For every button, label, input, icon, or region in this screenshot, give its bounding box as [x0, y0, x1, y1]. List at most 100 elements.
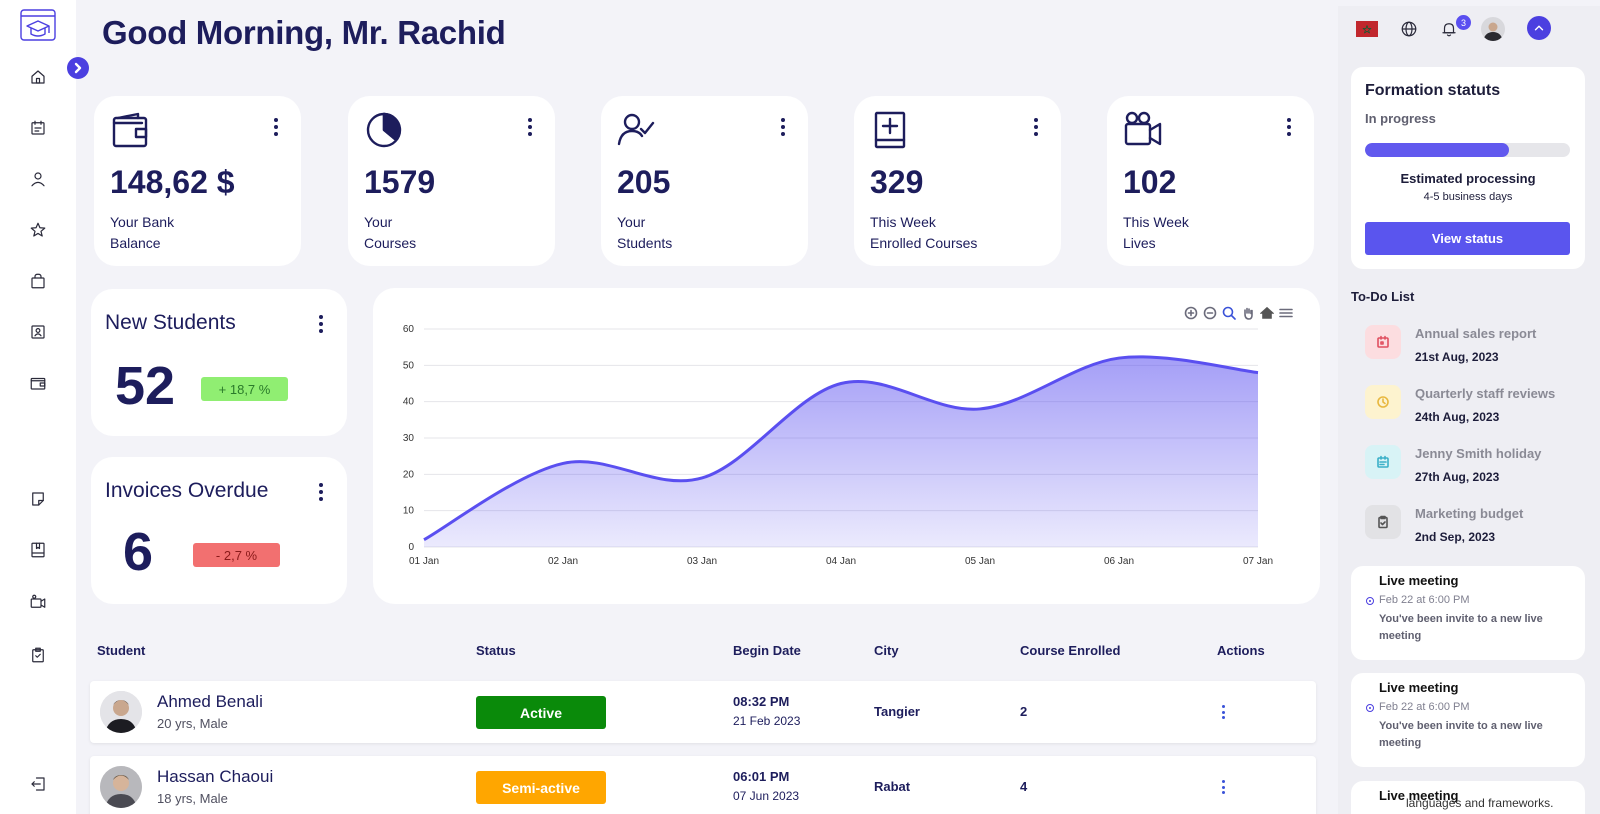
estimate-title: Estimated processing [1400, 171, 1536, 186]
more-options-button[interactable] [313, 481, 329, 503]
live-meeting-card[interactable]: Live meeting Feb 22 at 6:00 PM You've be… [1351, 673, 1585, 767]
todo-item-date: 27th Aug, 2023 [1415, 470, 1500, 484]
more-options-button[interactable] [313, 313, 329, 335]
student-name: Ahmed Benali [157, 692, 263, 711]
view-status-button[interactable]: View status [1365, 222, 1570, 255]
todo-item-title[interactable]: Jenny Smith holiday [1415, 446, 1542, 461]
formation-state: In progress [1365, 111, 1436, 126]
progress-fill [1365, 143, 1509, 157]
more-options-button[interactable] [1281, 116, 1297, 138]
y-tick-label: 40 [403, 397, 415, 408]
x-tick-label: 06 Jan [1104, 556, 1134, 567]
column-header-city[interactable]: City [874, 643, 899, 658]
sidebar-logout-icon[interactable] [26, 772, 50, 796]
y-tick-label: 50 [403, 360, 415, 371]
meeting-title: Live meeting [1379, 573, 1459, 588]
clock-icon [1365, 385, 1401, 419]
status-badge[interactable]: Active [476, 696, 606, 729]
sidebar-expand-button[interactable] [67, 57, 89, 79]
city: Tangier [874, 704, 920, 719]
globe-icon[interactable] [1398, 18, 1420, 40]
data-point[interactable] [977, 406, 983, 412]
row-actions-button[interactable] [1218, 778, 1228, 796]
stat-value: 1579 [364, 164, 436, 200]
y-tick-label: 10 [403, 506, 415, 517]
stat-label: This Week Enrolled Courses [870, 214, 978, 251]
begin-time: 08:32 PM [733, 694, 790, 709]
todo-list-title: To-Do List [1351, 289, 1415, 304]
course-enrolled-count: 4 [1020, 779, 1028, 794]
more-options-button[interactable] [268, 116, 284, 138]
todo-item-title[interactable]: Annual sales report [1415, 326, 1537, 341]
stat-value: 102 [1123, 164, 1177, 200]
todo-item-date: 2nd Sep, 2023 [1415, 530, 1496, 544]
student-meta: 18 yrs, Male [157, 791, 228, 806]
sidebar-home-icon[interactable] [26, 65, 50, 89]
begin-date: 21 Feb 2023 [733, 714, 801, 728]
stat-value: 148,62 $ [110, 164, 235, 200]
column-header-status[interactable]: Status [476, 643, 516, 658]
sidebar-wallet-icon[interactable] [26, 371, 50, 395]
collapse-panel-button[interactable] [1527, 16, 1551, 40]
more-options-button[interactable] [522, 116, 538, 138]
stat-card-students: 205 Your Students [601, 96, 808, 266]
y-tick-label: 0 [408, 542, 414, 553]
table-row[interactable]: Hassan Chaoui 18 yrs, Male Semi-active 0… [90, 756, 1316, 814]
sidebar-video-icon[interactable] [26, 590, 50, 614]
data-point[interactable] [699, 475, 705, 481]
morocco-flag-icon[interactable] [1356, 18, 1378, 40]
sidebar-book-icon[interactable] [26, 538, 50, 562]
stat-card-enrolled-courses: 329 This Week Enrolled Courses [854, 96, 1061, 266]
card-title: New Students [105, 311, 236, 334]
sidebar-calendar-icon[interactable] [26, 116, 50, 140]
data-point[interactable] [421, 537, 427, 543]
zoom-out-icon[interactable] [1203, 306, 1217, 320]
row-actions-button[interactable] [1218, 703, 1228, 721]
begin-date: 07 Jun 2023 [733, 789, 800, 803]
data-point[interactable] [560, 460, 566, 466]
notification-bell-icon[interactable] [1438, 18, 1460, 40]
student-meta: 20 yrs, Male [157, 716, 228, 731]
estimate-value: 4-5 business days [1423, 191, 1513, 203]
graduation-cap-logo-icon[interactable] [19, 8, 57, 42]
live-meeting-card[interactable]: Live meeting [1351, 781, 1585, 814]
chart-menu-icon[interactable] [1279, 306, 1293, 320]
video-camera-icon [1123, 110, 1163, 150]
data-point[interactable] [838, 381, 844, 387]
x-tick-label: 07 Jan [1243, 556, 1273, 567]
y-tick-label: 20 [403, 469, 415, 480]
sidebar-clipboard-icon[interactable] [26, 643, 50, 667]
column-header-student[interactable]: Student [97, 643, 146, 658]
sidebar-id-card-icon[interactable] [26, 320, 50, 344]
table-row[interactable]: Ahmed Benali 20 yrs, Male Active 08:32 P… [90, 681, 1316, 743]
y-tick-label: 30 [403, 433, 415, 444]
data-point[interactable] [1255, 370, 1261, 376]
zoom-in-icon[interactable] [1184, 306, 1198, 320]
column-header-begin-date[interactable]: Begin Date [733, 643, 801, 658]
selection-zoom-icon[interactable] [1222, 306, 1236, 320]
invoices-overdue-value: 6 [123, 522, 154, 582]
column-header-course-enrolled[interactable]: Course Enrolled [1020, 643, 1121, 658]
data-point[interactable] [1116, 355, 1122, 361]
invoices-overdue-card: Invoices Overdue 6 - 2,7 % [91, 457, 347, 604]
sidebar-shopping-bag-icon[interactable] [26, 269, 50, 293]
more-options-button[interactable] [775, 116, 791, 138]
stat-value: 205 [617, 164, 671, 200]
todo-item-title[interactable]: Quarterly staff reviews [1415, 386, 1556, 401]
user-avatar[interactable] [1481, 17, 1505, 41]
sidebar [0, 0, 76, 814]
sidebar-user-icon[interactable] [26, 167, 50, 191]
sidebar-star-icon[interactable] [26, 218, 50, 242]
chart-toolbar [1184, 306, 1293, 320]
meeting-indicator-icon [1366, 704, 1374, 712]
todo-item-title[interactable]: Marketing budget [1415, 506, 1524, 521]
status-badge[interactable]: Semi-active [476, 771, 606, 804]
pan-hand-icon[interactable] [1241, 306, 1255, 320]
calendar-icon [1365, 325, 1401, 359]
reset-home-icon[interactable] [1260, 306, 1274, 320]
sidebar-sticky-note-icon[interactable] [26, 487, 50, 511]
live-meeting-card[interactable]: Live meeting Feb 22 at 6:00 PM You've be… [1351, 566, 1585, 660]
more-options-button[interactable] [1028, 116, 1044, 138]
pie-chart-icon [364, 110, 404, 150]
stat-label: Your Courses [364, 214, 417, 251]
